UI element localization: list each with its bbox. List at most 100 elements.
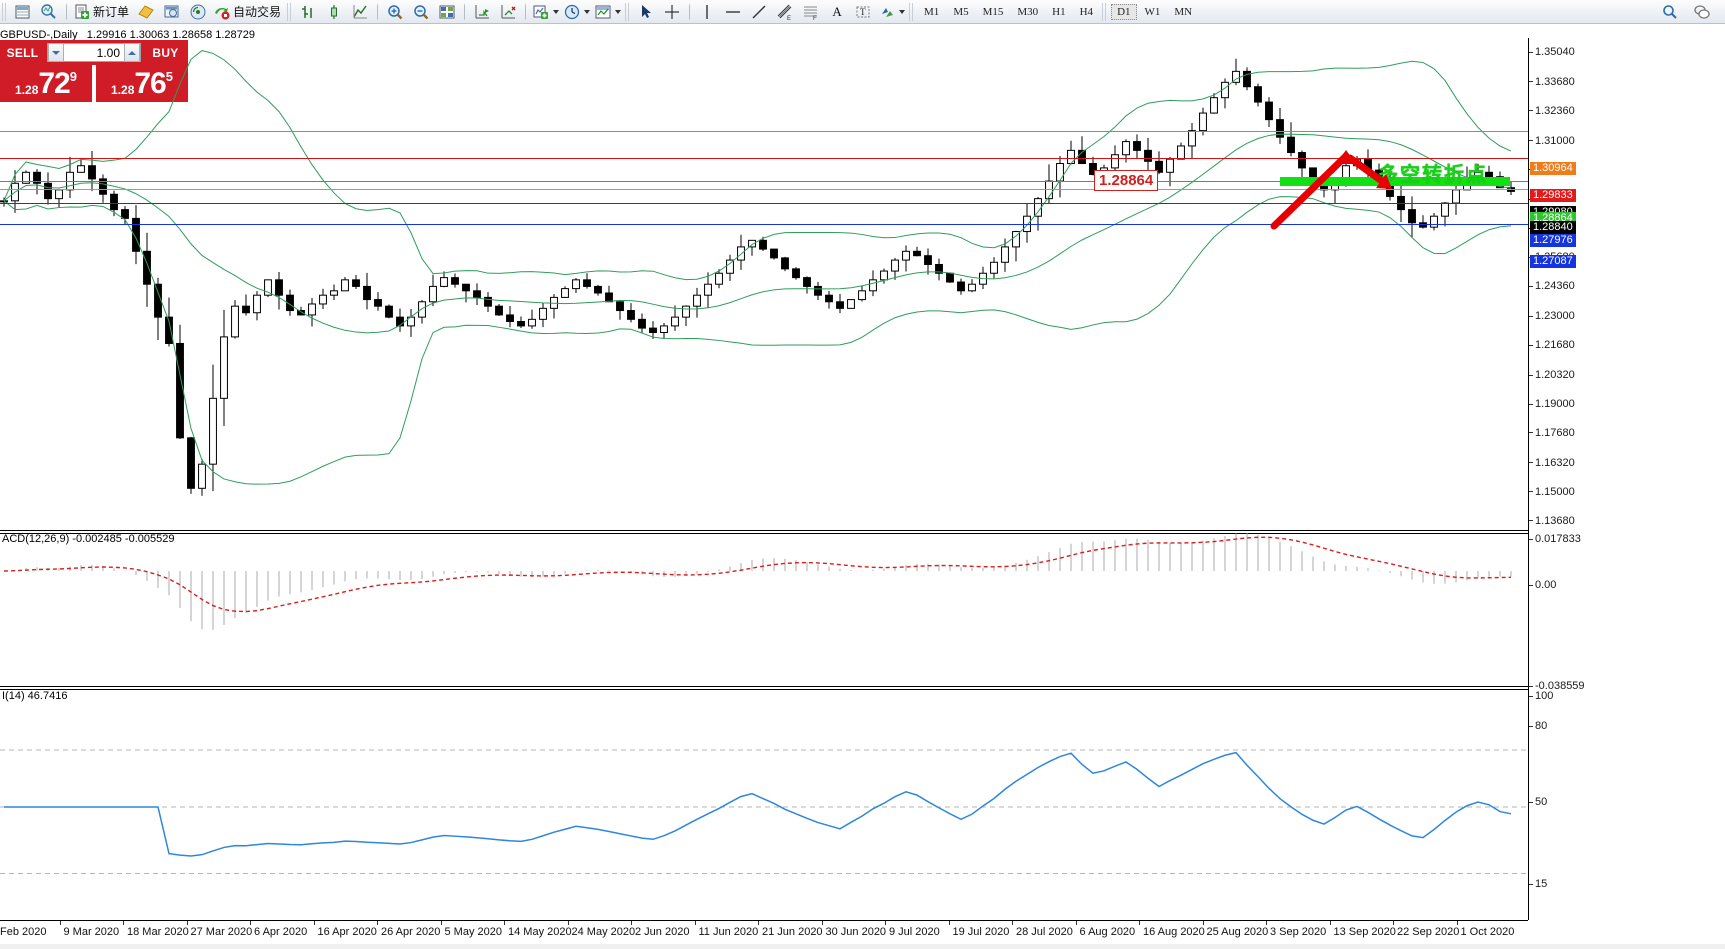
- toolbar-grip-5[interactable]: [1102, 2, 1109, 21]
- price-level-line-3: [0, 181, 1528, 182]
- timeframe-h4-button[interactable]: H4: [1079, 5, 1094, 18]
- macd-indicator-pane[interactable]: ACD(12,26,9) -0.002485 -0.005529: [0, 533, 1528, 685]
- horizontal-line-icon[interactable]: [720, 1, 746, 23]
- time-axis-tick: [1456, 921, 1458, 925]
- sell-button[interactable]: SELL: [6, 45, 39, 60]
- mql5-community-icon[interactable]: [133, 1, 159, 23]
- time-axis-label: 13 Sep 2020: [1333, 926, 1396, 938]
- buy-price-quote[interactable]: 1.28 76 5: [96, 65, 188, 102]
- crosshair-icon[interactable]: [659, 1, 685, 23]
- lot-increase-button[interactable]: [124, 43, 140, 62]
- lot-size-input[interactable]: 1.00: [96, 45, 120, 60]
- chart-text-annotation: 多空转折点: [1378, 162, 1488, 186]
- chevron-down-icon-3[interactable]: [615, 9, 622, 14]
- auto-trading-button[interactable]: 自动交易: [211, 1, 285, 23]
- candlestick-chart-icon[interactable]: [321, 1, 347, 23]
- indicator-scale-tick: 0.00: [1529, 579, 1556, 591]
- data-window-icon[interactable]: [36, 1, 62, 23]
- price-level-label[interactable]: 1.29833: [1530, 189, 1576, 202]
- time-axis-label: 9 Jul 2020: [889, 926, 940, 938]
- time-axis-label: 27 Mar 2020: [190, 926, 253, 938]
- time-axis-tick: [758, 921, 759, 925]
- text-icon[interactable]: A: [824, 1, 850, 23]
- timeframe-m30-button[interactable]: M30: [1017, 5, 1039, 18]
- toolbar-separator-3: [377, 2, 379, 21]
- auto-scroll-icon[interactable]: [495, 1, 521, 23]
- timeframe-mn-button[interactable]: MN: [1174, 5, 1193, 18]
- sell-price-quote[interactable]: 1.28 72 9: [0, 65, 92, 102]
- periodicity-icon[interactable]: [561, 1, 592, 23]
- price-level-label[interactable]: 1.28840: [1530, 221, 1576, 234]
- price-tick: 1.35040: [1529, 46, 1575, 58]
- timeframe-m1-button[interactable]: M1: [924, 5, 940, 18]
- price-level-label[interactable]: 1.27976: [1530, 234, 1576, 247]
- fibonacci-retracement-icon[interactable]: F: [798, 1, 824, 23]
- price-level-label[interactable]: 1.27087: [1530, 255, 1576, 268]
- price-level-label[interactable]: 1.30964: [1530, 162, 1576, 175]
- timeframe-d1-button[interactable]: D1: [1111, 3, 1137, 20]
- search-icon[interactable]: [1657, 1, 1683, 23]
- auto-trading-label: 自动交易: [233, 5, 282, 19]
- time-axis-tick: [1202, 921, 1204, 925]
- timeframe-m15-button[interactable]: M15: [982, 5, 1004, 18]
- price-tick: 1.20320: [1529, 369, 1575, 381]
- chat-icon[interactable]: [1689, 1, 1715, 23]
- market-watch-icon[interactable]: [10, 1, 36, 23]
- signals-icon[interactable]: [185, 1, 211, 23]
- trendline-icon[interactable]: [746, 1, 772, 23]
- price-tick: 1.17680: [1529, 427, 1575, 439]
- symbol-info-text: GBPUSD-,Daily 1.29916 1.30063 1.28658 1.…: [0, 29, 256, 41]
- toolbar-grip-4[interactable]: [909, 2, 916, 21]
- timeframe-h1-button[interactable]: H1: [1052, 5, 1066, 18]
- time-axis-tick: [440, 921, 442, 925]
- price-tick: 1.13680: [1529, 515, 1575, 527]
- chart-grid-icon[interactable]: [434, 1, 460, 23]
- rsi-indicator-pane[interactable]: I(14) 46.7416: [0, 690, 1528, 920]
- toolbar-grip[interactable]: [2, 2, 8, 21]
- price-level-line-4: [0, 189, 1528, 190]
- price-tick: 1.21680: [1529, 339, 1575, 351]
- price-axis[interactable]: 1.350401.336801.323601.310001.296801.283…: [1528, 38, 1725, 920]
- time-axis-tick: [821, 921, 823, 925]
- chevron-down-icon-2[interactable]: [584, 9, 591, 14]
- equidistant-channel-icon[interactable]: E: [772, 1, 798, 23]
- time-axis-tick: [377, 921, 378, 925]
- shapes-icon[interactable]: [876, 1, 907, 23]
- line-chart-icon[interactable]: [347, 1, 373, 23]
- zoom-in-icon[interactable]: [382, 1, 408, 23]
- price-chart-pane[interactable]: [0, 38, 1528, 530]
- time-axis-tick: [186, 921, 188, 925]
- buy-button[interactable]: BUY: [152, 45, 179, 60]
- time-axis-tick: [1329, 921, 1331, 925]
- lot-decrease-button[interactable]: [48, 43, 64, 62]
- vertical-line-icon[interactable]: [694, 1, 720, 23]
- text-label-icon[interactable]: T: [850, 1, 876, 23]
- lot-size-stepper[interactable]: 1.00: [47, 43, 141, 62]
- time-axis-tick: [885, 921, 886, 925]
- sell-price-big: 72: [38, 67, 70, 100]
- pane-divider-rsi-top2: [0, 689, 1528, 690]
- templates-icon[interactable]: [592, 1, 623, 23]
- bar-chart-icon[interactable]: [295, 1, 321, 23]
- buy-price-big: 76: [134, 67, 166, 100]
- time-axis-label: 18 Mar 2020: [127, 926, 189, 938]
- new-order-button[interactable]: 新订单: [71, 1, 133, 23]
- toolbar-grip-2[interactable]: [287, 2, 294, 21]
- terminal-icon[interactable]: [159, 1, 185, 23]
- price-level-line-1: [0, 131, 1528, 132]
- indicator-scale-tick: 0.017833: [1529, 533, 1581, 545]
- timeframe-w1-button[interactable]: W1: [1144, 5, 1161, 18]
- zoom-out-icon[interactable]: [408, 1, 434, 23]
- chart-shift-icon[interactable]: [469, 1, 495, 23]
- chevron-down-icon[interactable]: [553, 9, 560, 14]
- timeframe-m5-button[interactable]: M5: [953, 5, 969, 18]
- toolbar-grip-3[interactable]: [625, 2, 632, 21]
- new-order-icon: [73, 3, 91, 21]
- price-tick: 1.16320: [1529, 457, 1575, 469]
- time-axis-label: 6 Apr 2020: [254, 926, 308, 938]
- cursor-icon[interactable]: [633, 1, 659, 23]
- time-axis-label: Feb 2020: [0, 926, 47, 938]
- time-axis-label: 9 Mar 2020: [63, 926, 120, 938]
- chevron-down-icon-4[interactable]: [899, 9, 906, 14]
- add-indicator-icon[interactable]: [530, 1, 561, 23]
